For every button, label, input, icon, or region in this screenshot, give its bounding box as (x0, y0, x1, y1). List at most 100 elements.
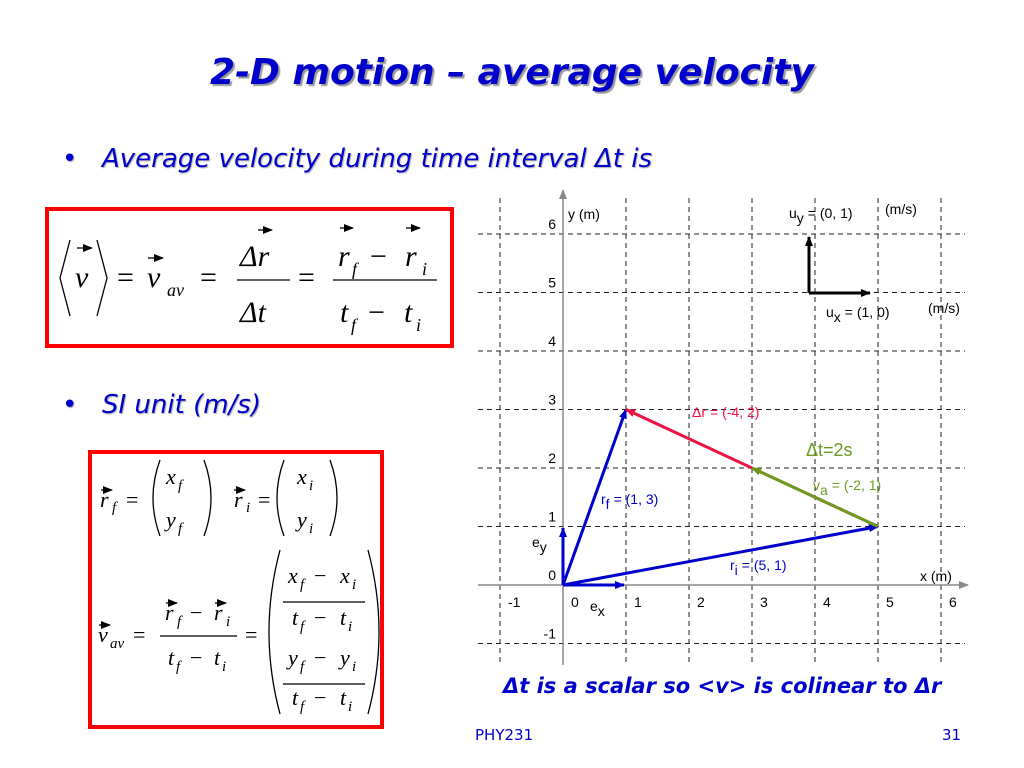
formula-decorations (59, 224, 437, 715)
unit-label: (m/s) (928, 300, 960, 316)
vector-label: ey (532, 534, 547, 555)
subscript: i (735, 562, 738, 578)
y-tick-label: 0 (548, 567, 556, 583)
x-tick-label: 2 (697, 594, 705, 610)
subscript: x (598, 603, 605, 619)
formula-symbol: x (287, 563, 298, 588)
formula-symbol: i (348, 619, 352, 635)
y-tick-label: 3 (548, 392, 556, 408)
value-text: = (1, 0) (845, 304, 890, 320)
value-text: = (-4, 2) (710, 404, 759, 420)
formula-symbol: = (298, 261, 315, 294)
formula-symbol: = (126, 487, 138, 512)
vector-arrow (751, 466, 879, 528)
formula-symbol: y (286, 645, 298, 670)
formula-symbol: − (314, 563, 326, 588)
subscript: x (834, 309, 841, 325)
formula-symbol: f (178, 478, 184, 494)
value-text: = (0, 1) (808, 205, 853, 221)
x-tick-label: 4 (823, 594, 831, 610)
formula-symbol: = (133, 622, 145, 647)
formula-box (88, 450, 384, 729)
formula-symbol: i (352, 577, 356, 593)
bullet-marker: • (62, 390, 78, 420)
formula-symbol: v (75, 261, 89, 294)
formula-symbol: y (164, 507, 176, 532)
vector-arrow (561, 408, 628, 586)
formula-symbol: t (214, 645, 221, 670)
formula-symbol: t (168, 645, 175, 670)
formula-symbol: r (100, 487, 109, 512)
x-tick-label: 5 (886, 594, 894, 610)
vector-label: ri = (5, 1) (730, 557, 787, 578)
formula-symbol: − (370, 240, 387, 273)
formula-symbol: − (368, 296, 385, 329)
time-interval: Δt=2s (806, 440, 853, 460)
formula-symbol: = (117, 261, 134, 294)
formula-symbol: i (226, 614, 230, 630)
formula-symbol: f (112, 500, 118, 516)
formula-symbol: r (338, 240, 350, 273)
symbol: e (532, 534, 540, 550)
formula-symbol: t (340, 605, 347, 630)
formula-symbol: y (295, 507, 307, 532)
subscript: y (540, 539, 547, 555)
formula-symbol: = (245, 622, 257, 647)
formula-symbol: x (165, 464, 176, 489)
formula-symbol: − (314, 685, 326, 710)
formula-symbol: f (300, 577, 306, 593)
x-tick-label: 3 (760, 594, 768, 610)
formula-symbol: r (214, 600, 223, 625)
y-tick-label: 4 (548, 333, 556, 349)
slide-title: 2-D motion – average velocity (210, 52, 814, 93)
bullet-text: SI unit (m/s) (102, 390, 261, 420)
formula-symbol: v (98, 622, 108, 647)
formula-symbol: v (147, 261, 161, 294)
formula-symbol: r (405, 240, 417, 273)
symbol: u (826, 304, 834, 320)
formula-symbol: i (309, 478, 313, 494)
formula-symbol: t (404, 296, 413, 329)
formula-symbol: r (165, 600, 174, 625)
vector-arrow (562, 524, 879, 587)
formula-symbol: av (167, 280, 184, 300)
value-text: = (5, 1) (742, 557, 787, 573)
vector-label: va = (-2, 1) (813, 477, 881, 498)
subscript: a (820, 482, 828, 498)
symbol: v (813, 477, 820, 493)
formula-symbol: av (110, 636, 125, 652)
y-tick-label: -1 (544, 626, 557, 642)
y-axis-label: y (m) (568, 206, 600, 222)
formula-symbol: − (314, 605, 326, 630)
formula-symbol: x (296, 464, 307, 489)
formula-symbol: = (200, 261, 217, 294)
bullet-text: Average velocity during time interval Δt… (102, 144, 652, 174)
symbol: r (730, 557, 735, 573)
vector-label: ex (590, 598, 605, 619)
value-text: = (1, 3) (614, 491, 659, 507)
formula-symbol: i (348, 699, 352, 715)
formula-symbol: i (422, 259, 427, 279)
x-tick-label: 0 (571, 594, 579, 610)
formula-symbol: − (190, 645, 202, 670)
x-tick-label: 6 (949, 594, 957, 610)
formula-symbol: f (352, 259, 360, 279)
formula-symbol: f (177, 614, 183, 630)
course-label: PHY231 (475, 726, 534, 744)
subscript: y (797, 210, 804, 226)
y-tick-label: 5 (548, 275, 556, 291)
formula-symbol: i (246, 500, 250, 516)
formula-symbol: i (309, 521, 313, 537)
formula-symbol: f (351, 315, 359, 335)
formula-symbol: − (314, 645, 326, 670)
formula-symbol: y (338, 645, 350, 670)
formula-symbol: t (292, 605, 299, 630)
formula-symbol: i (416, 315, 421, 335)
vector-label: ux = (1, 0) (826, 304, 890, 325)
formula-symbol: Δr (239, 240, 270, 273)
formula-symbol: i (352, 659, 356, 675)
vector-label: uy = (0, 1) (789, 205, 853, 226)
formula-symbol: f (178, 521, 184, 537)
